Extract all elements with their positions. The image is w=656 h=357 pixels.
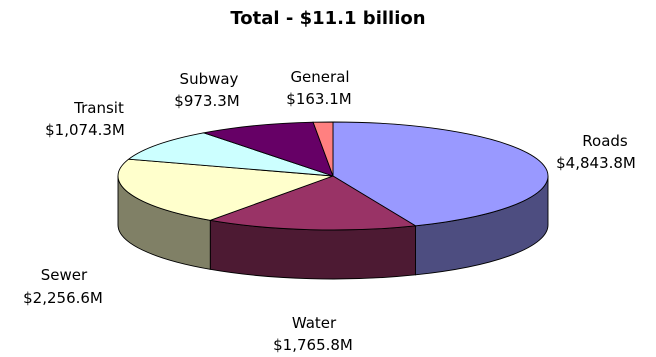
label-subway-name: Subway	[180, 70, 239, 88]
pie-slice-general	[312, 121, 334, 177]
pie-slice-transit	[127, 132, 334, 177]
pie-slice-subway	[202, 121, 334, 177]
label-roads-name: Roads	[582, 132, 628, 150]
label-subway-value: $973.3M	[174, 92, 239, 110]
chart-title: Total - $11.1 billion	[230, 8, 425, 29]
label-general-value: $163.1M	[286, 90, 351, 108]
label-sewer-value: $2,256.6M	[23, 289, 103, 307]
pie-sides	[117, 175, 549, 280]
label-water-name: Water	[292, 314, 337, 332]
label-sewer-name: Sewer	[41, 266, 88, 284]
pie-slice-roads	[332, 121, 549, 227]
label-transit-name: Transit	[73, 99, 124, 117]
label-general-name: General	[290, 68, 349, 86]
label-roads-value: $4,843.8M	[556, 154, 636, 172]
label-water-value: $1,765.8M	[273, 336, 353, 354]
label-transit-value: $1,074.3M	[45, 121, 125, 139]
pie-top	[117, 121, 549, 231]
pie-slice-water	[208, 175, 417, 231]
pie-slice-sewer	[117, 158, 334, 221]
